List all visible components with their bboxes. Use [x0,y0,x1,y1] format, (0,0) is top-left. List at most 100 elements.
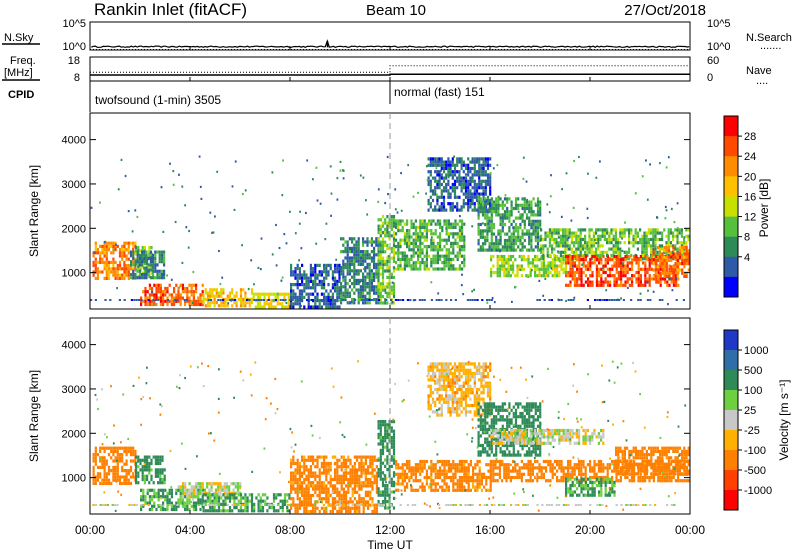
power-cell [292,305,295,309]
power-speck [412,195,415,198]
power-cell [599,234,602,238]
power-cell [648,267,651,271]
velocity-cell [320,465,323,469]
power-cell [390,275,393,279]
power-cell [118,254,122,258]
power-cell [105,248,108,252]
power-cell [303,289,306,293]
power-cell [496,254,499,259]
velocity-cell [161,458,164,462]
power-cell [506,206,509,211]
power-cell [175,283,178,287]
power-cell [270,299,273,303]
power-cell [507,261,510,265]
power-cell [523,232,526,236]
velocity-cell [353,471,356,475]
velocity-cell [338,493,341,498]
power-cell [414,245,417,249]
power-speck [300,247,303,250]
velocity-cell [331,487,334,491]
power-cell [475,186,479,190]
velocity-cell [294,509,297,514]
velocity-cell [307,468,310,472]
power-cell [447,238,450,242]
power-cell [425,257,428,261]
velocity-cell [362,484,365,488]
power-speck [664,205,667,209]
power-cell [633,274,636,278]
power-speck [316,199,319,202]
velocity-cell [367,493,370,498]
power-cell [141,246,144,250]
power-speck [667,276,670,280]
power-cell [652,228,655,232]
power-cell [652,252,655,256]
velocity-cell [231,493,234,497]
power-cell [517,203,520,207]
power-cell [639,280,642,284]
velocity-cell [213,509,216,513]
power-cell [242,301,245,305]
power-cell [331,305,334,309]
power-cell [316,263,319,267]
power-cell [392,269,396,273]
power-cell [461,245,464,249]
power-cell [637,261,640,265]
power-cell [320,283,323,287]
power-speck [136,215,139,219]
power-cell [645,244,648,248]
power-cell [386,301,389,305]
power-cell [395,267,398,271]
power-cell [410,241,413,245]
power-cell [303,276,306,280]
power-speck [586,216,589,220]
power-cell [570,231,573,235]
velocity-cell [141,458,144,462]
power-cell [681,258,684,262]
power-cell [107,260,111,264]
power-cell [551,231,554,235]
velocity-cell [127,472,130,476]
power-cell [595,250,598,254]
velocity-cell [367,484,370,488]
velocity-cell [132,446,135,450]
power-cell [512,219,515,223]
power-cell [94,267,97,271]
power-cell [449,205,452,209]
power-cell [250,301,254,305]
power-cell [379,266,382,270]
power-cell [589,258,592,262]
velocity-cell [239,506,243,510]
power-cell [318,302,321,306]
power-cell [547,261,550,265]
power-cell [412,222,415,226]
power-cell [94,257,97,261]
power-cell [287,295,290,299]
power-cell [290,267,293,271]
velocity-cell [331,506,334,510]
power-cell [665,265,668,269]
velocity-cell [340,474,343,478]
velocity-cell [292,461,295,466]
power-cell [103,244,106,248]
power-speck [550,267,553,270]
velocity-cell [290,490,293,494]
power-cell [557,231,560,235]
power-cell [598,267,601,271]
power-cell [547,274,550,278]
power-cell [412,238,415,242]
power-cell [565,258,568,262]
power-cell [148,296,151,300]
power-cell [408,264,411,268]
power-speck [621,249,624,253]
power-cell [312,279,315,283]
velocity-cell [384,420,387,424]
power-cell [586,244,589,248]
power-cell [508,213,511,217]
velocity-cell [121,481,124,485]
power-cell [447,179,450,183]
power-cell [123,251,126,255]
power-cell [436,195,439,199]
velocity-cell [123,469,126,473]
velocity-cell [340,484,343,488]
